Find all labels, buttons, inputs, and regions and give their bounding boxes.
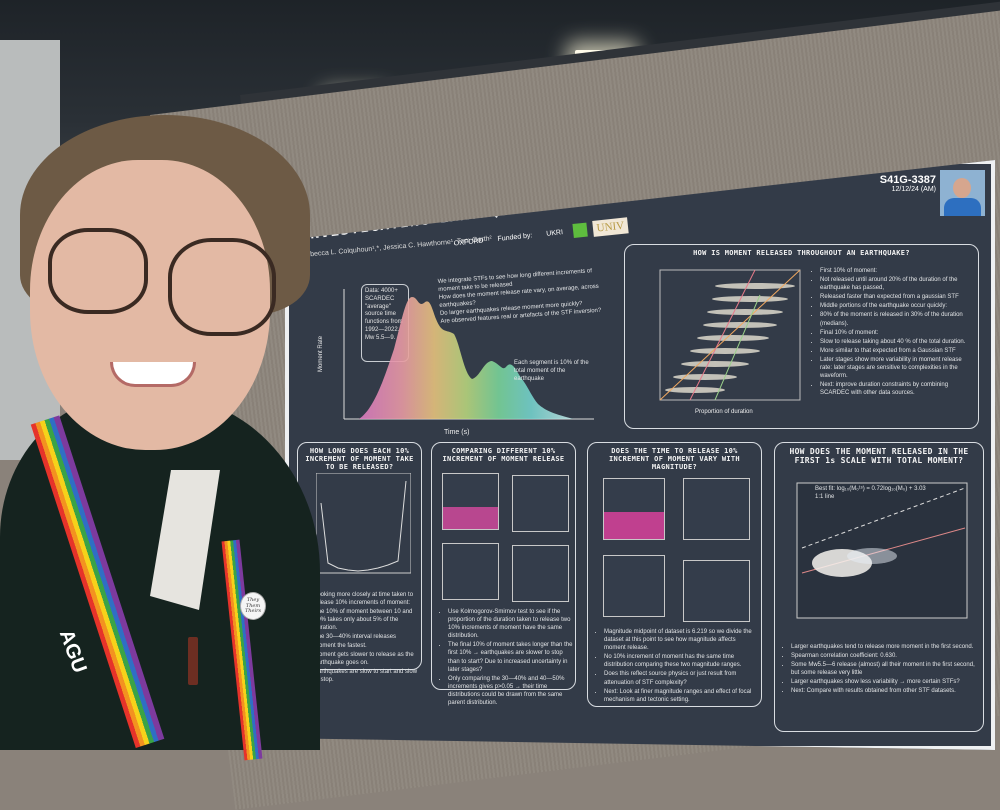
bullet: Middle portions of the earthquake occur …: [820, 302, 975, 310]
bullet: The final 10% of moment takes longer tha…: [448, 641, 573, 673]
poster-code: S41G-3387 12/12/24 (AM): [880, 174, 936, 193]
bullet: Moment gets slower to release as the ear…: [314, 651, 419, 667]
ukri-logo: UKRI: [545, 228, 564, 238]
oxford-logo: OXFORD: [453, 236, 484, 248]
histogram: [442, 543, 499, 600]
section-bullets: Larger earthquakes tend to release more …: [781, 643, 976, 697]
bullet: Next: improve duration constraints by co…: [820, 381, 975, 397]
legend-entry: 1:1 line: [815, 494, 835, 501]
cumulative-moment-chart: Proportion of duration: [659, 269, 801, 415]
glasses-right-lens: [168, 238, 276, 336]
bullet: Next: Compare with results obtained from…: [791, 687, 976, 695]
bullet: 80% of the moment is released in 30% of …: [820, 311, 975, 327]
bullet: Final 10% of moment:: [820, 329, 975, 337]
bullet: Only comparing the 30—40% and 40—50% inc…: [448, 675, 573, 707]
bullet: The 30—40% interval releases moment the …: [314, 633, 419, 649]
bullet: Spearman correlation coefficient: 0.630.: [791, 652, 976, 660]
smile: [110, 362, 196, 387]
poster-code-text: S41G-3387: [879, 174, 936, 186]
poster-date: 12/12/24 (AM): [891, 186, 936, 193]
section-magnitude: DOES THE TIME TO RELEASE 10% INCREMENT O…: [587, 442, 762, 707]
bullet: First 10% of moment:: [820, 267, 975, 275]
section-title: COMPARING DIFFERENT 10% INCREMENT OF MOM…: [442, 447, 565, 463]
logos: OXFORD Funded by: UKRI UNIV: [449, 217, 629, 252]
bullet: Does this reflect source physics or just…: [604, 670, 754, 686]
bullet: No 10% increment of moment has the same …: [604, 653, 754, 669]
histogram: [512, 475, 569, 532]
presenter-photo: [940, 170, 985, 216]
bullet: Looking more closely at time taken to re…: [314, 591, 419, 607]
section-moment-release: HOW IS MOMENT RELEASED THROUGHOUT AN EAR…: [624, 244, 979, 429]
section-bullets: Use Kolmogorov-Smirnov test to see if th…: [438, 608, 573, 708]
segment-annotation: Each segment is 10% of the total moment …: [514, 360, 589, 383]
section-compare-increments: COMPARING DIFFERENT 10% INCREMENT OF MOM…: [431, 442, 576, 706]
bullet: Magnitude midpoint of dataset is 6.219 s…: [604, 628, 754, 652]
bullet: Larger earthquakes show less variability…: [791, 678, 976, 686]
bullet: Larger earthquakes tend to release more …: [791, 643, 976, 651]
legend-entry: Best fit: log₁₀(M₀¹ˢ) = 0.72log₁₀(M₀) + …: [815, 486, 926, 492]
bullet: Some Mw5.5—6 release (almost) all their …: [791, 661, 976, 677]
bullet: Not released until around 20% of the dur…: [820, 276, 975, 292]
section-bullets: Looking more closely at time taken to re…: [304, 591, 419, 685]
bullet: Later stages show more variability in mo…: [820, 356, 975, 380]
first-second-scatter: [796, 482, 968, 619]
bullet: Slow to release taking about 40 % of the…: [820, 338, 975, 346]
glasses-left-lens: [48, 228, 148, 314]
bullet: Use Kolmogorov-Smirnov test to see if th…: [448, 608, 573, 640]
poster: S41G-3387 12/12/24 (AM) INVESTIGATING EA…: [285, 160, 995, 750]
section-title: DOES THE TIME TO RELEASE 10% INCREMENT O…: [609, 447, 740, 471]
moment-rate-chart: Time (s) Moment Rate: [318, 289, 594, 436]
bullet: Next: Look at finer magnitude ranges and…: [604, 688, 754, 704]
histogram: [603, 478, 665, 540]
section-bullets: First 10% of moment: Not released until …: [810, 267, 975, 398]
svg-text:Proportion of duration: Proportion of duration: [695, 409, 753, 415]
histogram: [683, 478, 750, 540]
pronoun-pin: They Them Theirs: [240, 592, 266, 620]
section-bullets: Magnitude midpoint of dataset is 6.219 s…: [594, 628, 754, 705]
bullet: More similar to that expected from a Gau…: [820, 347, 975, 355]
increment-time-chart: [316, 473, 411, 574]
bullet: The 10% of moment between 10 and 90% tak…: [314, 608, 419, 632]
bullet: Earthquakes are slow to start and slow t…: [314, 668, 419, 684]
section-increment-time: HOW LONG DOES EACH 10% INCREMENT OF MOME…: [297, 442, 422, 683]
histogram: [442, 473, 499, 530]
zipper-pull: [188, 637, 198, 685]
section-title: HOW LONG DOES EACH 10% INCREMENT OF MOME…: [305, 447, 414, 471]
section-title: HOW IS MOMENT RELEASED THROUGHOUT AN EAR…: [693, 249, 910, 257]
univ-logo: UNIV: [591, 217, 629, 237]
histogram: [603, 555, 665, 617]
svg-text:Moment Rate: Moment Rate: [318, 335, 324, 372]
svg-text:Time (s): Time (s): [444, 429, 469, 436]
scatter-legend: Best fit: log₁₀(M₀¹ˢ) = 0.72log₁₀(M₀) + …: [815, 485, 965, 501]
green-logo: [572, 222, 588, 238]
histogram: [683, 560, 750, 622]
section-title: HOW DOES THE MOMENT RELEASED IN THE FIRS…: [789, 447, 969, 465]
bullet: Released faster than expected from a gau…: [820, 293, 975, 301]
funded-by-label: Funded by:: [497, 231, 533, 243]
section-first-second: HOW DOES THE MOMENT RELEASED IN THE FIRS…: [774, 442, 984, 732]
histogram: [512, 545, 569, 602]
